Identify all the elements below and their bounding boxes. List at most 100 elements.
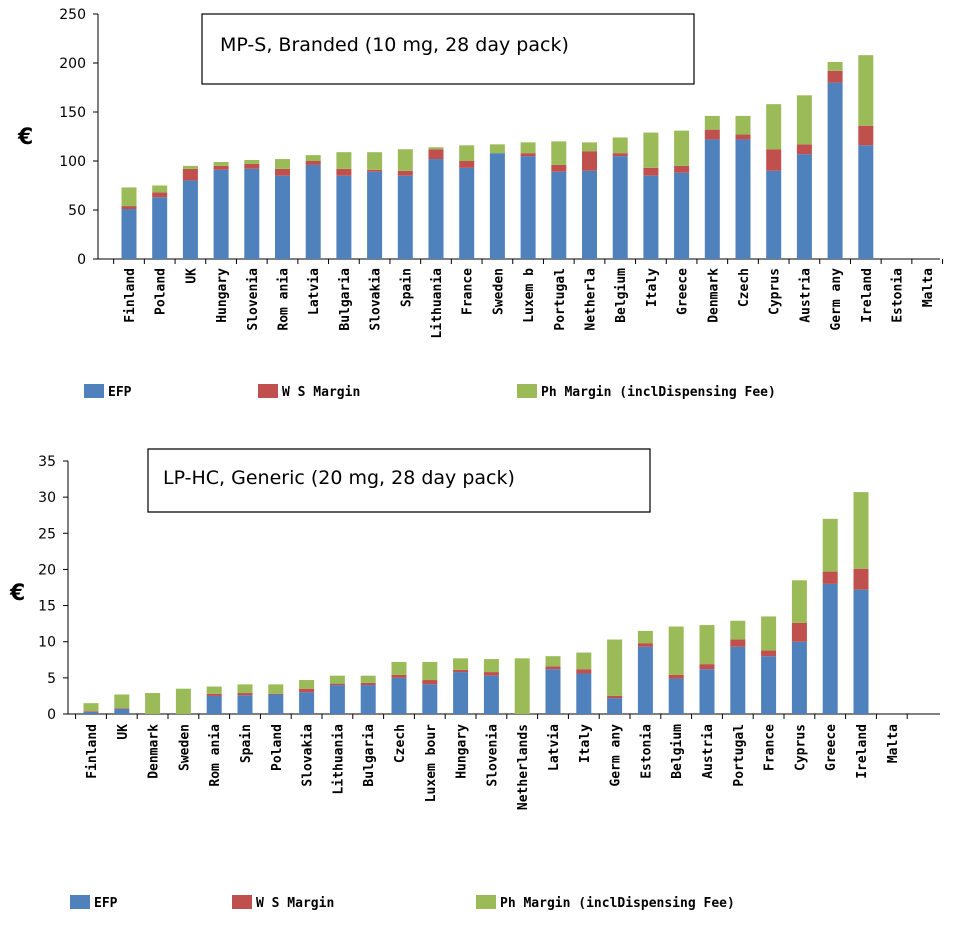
bar-segment-efp — [114, 708, 130, 714]
category-label: Netherlands — [516, 724, 531, 810]
bar-segment-w — [483, 672, 499, 676]
y-tick-label: 30 — [38, 490, 56, 506]
bar-segment-efp — [827, 82, 843, 259]
bar-segment-w — [397, 170, 413, 176]
legend-label: W S Margin — [256, 896, 334, 911]
bar-segment-efp — [428, 159, 444, 259]
category-label: Slovakia — [369, 268, 384, 331]
category-label: Czech — [737, 268, 752, 307]
bar-segment-w — [336, 168, 352, 176]
legend-label: EFP — [108, 385, 132, 400]
chart-lp-hc-generic: 0 5 10 15 20 25 30 35 € Finland UK Denmark Sweden Rom… — [9, 448, 940, 911]
bar-segment-efp — [336, 175, 352, 259]
bar-segment-efp — [152, 197, 168, 259]
chart-title-box — [147, 448, 651, 513]
category-label: Latvia — [307, 268, 322, 315]
category-label: Greece — [676, 268, 691, 315]
bar-segment-ph — [796, 95, 812, 145]
bar-segment-efp — [244, 168, 260, 259]
bar-segment-ph — [582, 142, 597, 152]
bar-segment-w — [213, 165, 229, 170]
bar-segment-w — [545, 666, 561, 670]
bar-segment-efp — [674, 172, 690, 259]
bar-segment-w — [520, 153, 536, 157]
bar-segment-ph — [761, 616, 777, 651]
chart-mp-s-branded: 0 50 100 150 200 250 € Finland Poland UK Hungary Sl… — [17, 7, 944, 400]
bar-segment-efp — [299, 692, 315, 714]
bar-segment-w — [268, 693, 284, 695]
bar-segment-efp — [520, 156, 536, 259]
bar-segment-efp — [397, 175, 413, 259]
bar-segment-efp — [360, 685, 376, 714]
bar-segment-ph — [853, 492, 869, 569]
y-tick-label: 15 — [38, 599, 56, 615]
legend-label: W S Margin — [282, 385, 360, 400]
bar-segment-ph — [299, 680, 315, 689]
bar-segment-efp — [329, 685, 345, 714]
bar-segment-efp — [551, 171, 567, 259]
bar-segment-efp — [213, 169, 229, 259]
bar-segment-efp — [730, 646, 746, 714]
y-tick-label: 150 — [59, 105, 86, 121]
bar-segment-efp — [766, 170, 782, 259]
bar-segment-efp — [858, 145, 874, 259]
y-tick-label: 250 — [59, 7, 86, 23]
category-label: Spain — [239, 724, 254, 763]
bar-segment-efp — [668, 678, 684, 714]
bar-segment-ph — [674, 130, 690, 166]
bar-segment-efp — [305, 164, 321, 259]
bar-segment-ph — [329, 675, 345, 684]
category-label: Italy — [578, 724, 593, 763]
bar-segment-w — [637, 643, 653, 647]
category-label: Ireland — [860, 268, 875, 323]
bar-segment-efp — [459, 167, 475, 259]
y-tick-label: 10 — [38, 635, 56, 651]
bar-segment-w — [582, 151, 597, 171]
category-label: Ireland — [855, 724, 870, 779]
category-label: Denmark — [147, 724, 162, 779]
category-label: Slovenia — [246, 268, 261, 331]
bar-segment-ph — [428, 147, 444, 150]
bar-segment-ph — [459, 145, 475, 161]
category-label: Bulgaria — [338, 268, 353, 331]
bar-segment-w — [551, 164, 567, 172]
bar-segment-w — [453, 669, 469, 673]
category-label: Germ any — [829, 268, 844, 331]
bar-segment-ph — [483, 659, 499, 673]
bar-segment-ph — [175, 688, 191, 714]
bar-segment-ph — [612, 137, 628, 154]
bar-segment-w — [766, 149, 782, 171]
bar-segment-ph — [268, 684, 284, 694]
category-label: Luxem b — [522, 268, 537, 323]
y-axis-label: € — [17, 125, 33, 150]
y-axis-label: € — [9, 581, 25, 606]
bar-segment-efp — [206, 695, 222, 714]
category-label: Estonia — [639, 724, 654, 779]
bar-segment-efp — [796, 154, 812, 259]
bar-segment-efp — [735, 139, 751, 259]
legend-swatch — [232, 895, 252, 909]
category-label: Poland — [154, 268, 169, 315]
y-tick-label: 20 — [38, 562, 56, 578]
bar-segment-ph — [360, 675, 376, 683]
category-label: Portugal — [732, 724, 747, 787]
category-label: Poland — [270, 724, 285, 771]
bar-segment-ph — [668, 626, 684, 675]
legend-swatch — [517, 384, 537, 398]
bar-segment-efp — [453, 672, 469, 714]
y-tick-label: 25 — [38, 526, 56, 542]
bar-segment-efp — [576, 673, 592, 714]
bar-segment-w — [182, 168, 198, 181]
category-label: Rom ania — [277, 268, 292, 331]
bar-segment-w — [791, 622, 807, 642]
bar-segment-w — [121, 206, 137, 210]
bar-segment-ph — [607, 639, 623, 696]
category-label: UK — [116, 724, 131, 740]
category-label: Slovakia — [301, 724, 316, 787]
bar-segment-efp — [483, 675, 499, 714]
bar-segment-ph — [206, 686, 222, 694]
bar-segment-w — [761, 650, 777, 657]
bar-segment-w — [576, 669, 592, 674]
bar-segment-ph — [336, 152, 352, 169]
